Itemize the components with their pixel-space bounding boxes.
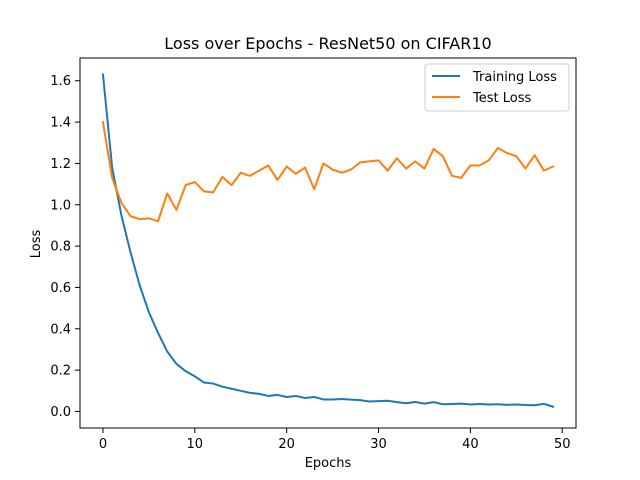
x-tick-label: 20 [278, 437, 295, 452]
y-tick-label: 0.2 [50, 364, 71, 379]
legend: Training Loss Test Loss [424, 63, 570, 112]
y-tick-label: 1.6 [50, 74, 71, 89]
chart-title: Loss over Epochs - ResNet50 on CIFAR10 [164, 34, 491, 53]
training-loss-line [101, 73, 555, 408]
y-tick-label: 1.0 [50, 198, 71, 213]
training-loss-legend-label: Training Loss [472, 70, 557, 85]
y-tick-label: 0.6 [50, 281, 71, 296]
x-tick-label: 10 [187, 437, 204, 452]
legend-box [424, 63, 570, 112]
y-tick-label: 1.4 [50, 116, 71, 131]
x-tick-label: 50 [554, 437, 571, 452]
x-axis-label: Epochs [305, 456, 352, 471]
y-tick-label: 0.8 [50, 240, 71, 255]
x-tick-label: 40 [462, 437, 479, 452]
test-loss-line [101, 120, 555, 223]
axes-frame [79, 57, 577, 429]
plot-area: 0 10 20 30 40 50 0.0 0.2 0.4 0.6 0.8 1.0 1.2 1.4 1.6 [50, 57, 577, 452]
y-tick-label: 1.2 [50, 157, 71, 172]
y-axis-label: Loss [29, 230, 44, 259]
y-tick-label: 0.0 [50, 405, 71, 420]
x-tick-label: 0 [99, 437, 107, 452]
x-tick-label: 30 [370, 437, 387, 452]
y-tick-label: 0.4 [50, 322, 71, 337]
test-loss-legend-label: Test Loss [472, 91, 531, 106]
